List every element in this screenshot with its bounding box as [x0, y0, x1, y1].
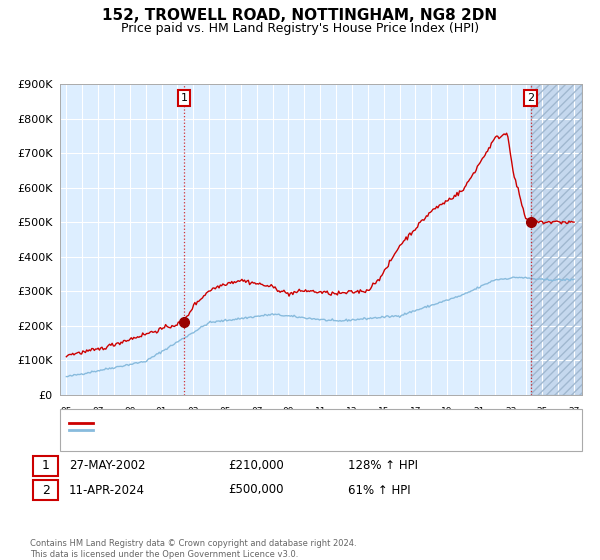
Text: 00: 00 — [140, 422, 151, 431]
Text: 98: 98 — [108, 422, 119, 431]
Text: 20: 20 — [378, 417, 389, 426]
Text: 20: 20 — [299, 432, 310, 441]
Text: 1: 1 — [181, 93, 187, 103]
Text: 11-APR-2024: 11-APR-2024 — [69, 483, 145, 497]
Text: 2: 2 — [41, 483, 50, 497]
Text: 09: 09 — [283, 407, 294, 416]
Text: 128% ↑ HPI: 128% ↑ HPI — [348, 459, 418, 473]
Text: 20: 20 — [346, 417, 358, 426]
Text: 19: 19 — [442, 407, 453, 416]
Text: 152, TROWELL ROAD, NOTTINGHAM, NG8 2DN: 152, TROWELL ROAD, NOTTINGHAM, NG8 2DN — [103, 8, 497, 24]
Text: Contains HM Land Registry data © Crown copyright and database right 2024.
This d: Contains HM Land Registry data © Crown c… — [30, 539, 356, 559]
Text: 20: 20 — [203, 432, 215, 441]
Text: 26: 26 — [553, 422, 564, 431]
Text: 20: 20 — [394, 432, 405, 441]
Text: 03: 03 — [188, 407, 199, 416]
Text: 61% ↑ HPI: 61% ↑ HPI — [348, 483, 410, 497]
Text: 20: 20 — [314, 417, 326, 426]
Text: £210,000: £210,000 — [228, 459, 284, 473]
Text: 97: 97 — [92, 407, 104, 416]
Text: 17: 17 — [410, 407, 421, 416]
Text: 20: 20 — [568, 417, 580, 426]
Text: 08: 08 — [267, 422, 278, 431]
Text: HPI: Average price, detached house, City of Nottingham: HPI: Average price, detached house, City… — [99, 425, 391, 435]
Text: 19: 19 — [61, 417, 72, 426]
Text: 15: 15 — [378, 407, 389, 416]
Text: 99: 99 — [124, 407, 136, 416]
Text: 20: 20 — [331, 432, 342, 441]
Text: 20: 20 — [473, 417, 485, 426]
Text: 21: 21 — [473, 407, 485, 416]
Text: 06: 06 — [235, 422, 247, 431]
Text: 20: 20 — [235, 432, 247, 441]
Text: 20: 20 — [156, 417, 167, 426]
Text: 20: 20 — [410, 417, 421, 426]
Text: 20: 20 — [220, 417, 230, 426]
Text: 20: 20 — [172, 432, 183, 441]
Text: Price paid vs. HM Land Registry's House Price Index (HPI): Price paid vs. HM Land Registry's House … — [121, 22, 479, 35]
Text: 19: 19 — [108, 432, 119, 441]
Text: 20: 20 — [425, 432, 437, 441]
Text: 12: 12 — [331, 422, 342, 431]
Text: 20: 20 — [267, 432, 278, 441]
Text: 27: 27 — [568, 407, 580, 416]
Text: 20: 20 — [188, 417, 199, 426]
Text: 152, TROWELL ROAD, NOTTINGHAM, NG8 2DN (detached house): 152, TROWELL ROAD, NOTTINGHAM, NG8 2DN (… — [99, 418, 436, 428]
Text: 14: 14 — [362, 422, 373, 431]
Text: 05: 05 — [219, 407, 231, 416]
Text: 13: 13 — [346, 407, 358, 416]
Text: 1: 1 — [41, 459, 50, 473]
Text: 27-MAY-2002: 27-MAY-2002 — [69, 459, 146, 473]
Text: 04: 04 — [203, 422, 215, 431]
Text: 20: 20 — [251, 417, 262, 426]
Text: 20: 20 — [457, 432, 469, 441]
Text: 19: 19 — [124, 417, 136, 426]
Text: 07: 07 — [251, 407, 262, 416]
Text: £500,000: £500,000 — [228, 483, 284, 497]
Text: 20: 20 — [283, 417, 294, 426]
Text: 20: 20 — [140, 432, 151, 441]
Text: 95: 95 — [61, 407, 72, 416]
Text: 20: 20 — [505, 417, 516, 426]
Text: 20: 20 — [442, 417, 453, 426]
Text: 22: 22 — [489, 422, 500, 431]
Text: 11: 11 — [314, 407, 326, 416]
Text: 18: 18 — [425, 422, 437, 431]
Text: 01: 01 — [156, 407, 167, 416]
Text: 96: 96 — [76, 422, 88, 431]
Text: 23: 23 — [505, 407, 516, 416]
Text: 25: 25 — [536, 407, 548, 416]
Text: 20: 20 — [521, 432, 532, 441]
Text: 2: 2 — [527, 93, 535, 103]
Text: 20: 20 — [489, 432, 500, 441]
Text: 24: 24 — [521, 422, 532, 431]
Text: 20: 20 — [553, 432, 564, 441]
Text: 20: 20 — [457, 422, 469, 431]
Text: 20: 20 — [362, 432, 373, 441]
Text: 19: 19 — [76, 432, 88, 441]
Text: 19: 19 — [92, 417, 104, 426]
Text: 20: 20 — [536, 417, 548, 426]
Text: 10: 10 — [299, 422, 310, 431]
Text: 02: 02 — [172, 422, 183, 431]
Text: 16: 16 — [394, 422, 405, 431]
